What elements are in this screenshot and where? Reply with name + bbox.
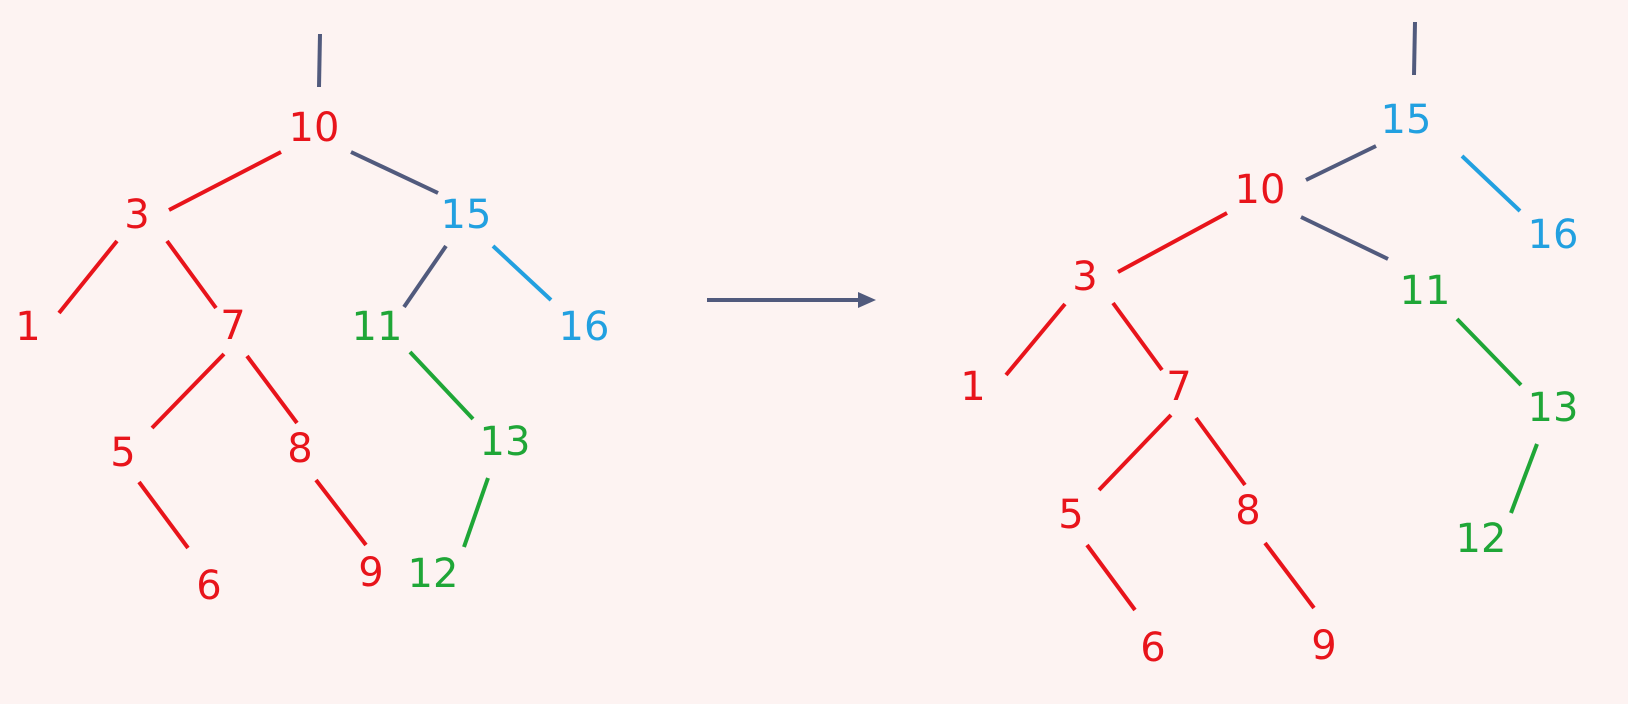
edge-before-7-8 — [245, 354, 299, 425]
node-before-9: 9 — [358, 550, 383, 596]
tree-before: 10 3 15 1 7 11 16 5 8 13 6 9 12 — [15, 33, 610, 609]
node-before-1: 1 — [15, 304, 40, 350]
edge-before-5-6 — [137, 480, 190, 550]
edge-before-10-15 — [350, 150, 439, 195]
edge-before-8-9 — [314, 478, 368, 547]
node-before-16: 16 — [559, 304, 610, 350]
edge-after-15-16 — [1460, 154, 1522, 213]
edge-after-8-9 — [1263, 541, 1316, 610]
edge-after-15-10 — [1305, 144, 1377, 182]
node-after-13: 13 — [1528, 385, 1579, 431]
edge-after-11-13 — [1455, 317, 1523, 387]
node-before-11: 11 — [352, 304, 403, 350]
edge-before-10-3 — [168, 150, 282, 212]
node-before-5: 5 — [110, 430, 135, 476]
node-before-10: 10 — [289, 105, 340, 151]
edge-before-3-7 — [165, 239, 218, 310]
edge-after-10-3 — [1117, 211, 1228, 274]
edge-before-15-16 — [491, 244, 553, 302]
edge-after-7-8 — [1194, 416, 1247, 487]
edge-before-3-1 — [57, 239, 119, 315]
edge-before-15-11 — [402, 244, 448, 309]
node-after-1: 1 — [960, 364, 985, 410]
node-after-9: 9 — [1311, 623, 1336, 669]
node-after-5: 5 — [1058, 492, 1083, 538]
node-before-12: 12 — [408, 551, 459, 597]
edge-after-5-6 — [1085, 543, 1137, 612]
node-after-3: 3 — [1072, 254, 1097, 300]
edge-before-13-12 — [462, 477, 490, 548]
edge-after-3-1 — [1004, 302, 1067, 377]
right-arrow-icon — [707, 292, 876, 308]
edge-before-7-5 — [150, 352, 226, 430]
node-before-6: 6 — [196, 563, 221, 609]
node-after-8: 8 — [1235, 488, 1260, 534]
node-after-10: 10 — [1235, 167, 1286, 213]
edge-after-3-7 — [1111, 301, 1164, 372]
node-after-16: 16 — [1528, 212, 1579, 258]
node-before-3: 3 — [124, 192, 149, 238]
node-before-7: 7 — [220, 303, 245, 349]
node-after-12: 12 — [1456, 516, 1507, 562]
node-after-11: 11 — [1400, 268, 1451, 314]
node-before-13: 13 — [480, 419, 531, 465]
edge-after-13-12 — [1509, 443, 1539, 514]
node-before-15: 15 — [441, 192, 492, 238]
edge-after-10-11 — [1300, 215, 1389, 261]
edge-after-7-5 — [1097, 413, 1173, 492]
node-after-15: 15 — [1381, 97, 1432, 143]
node-after-7: 7 — [1166, 364, 1191, 410]
edge-before-root-10 — [317, 33, 322, 88]
edge-after-root-15 — [1412, 21, 1417, 76]
node-before-8: 8 — [287, 426, 312, 472]
node-after-6: 6 — [1140, 625, 1165, 671]
arrow-head — [858, 292, 876, 308]
edge-before-11-13 — [408, 350, 475, 421]
